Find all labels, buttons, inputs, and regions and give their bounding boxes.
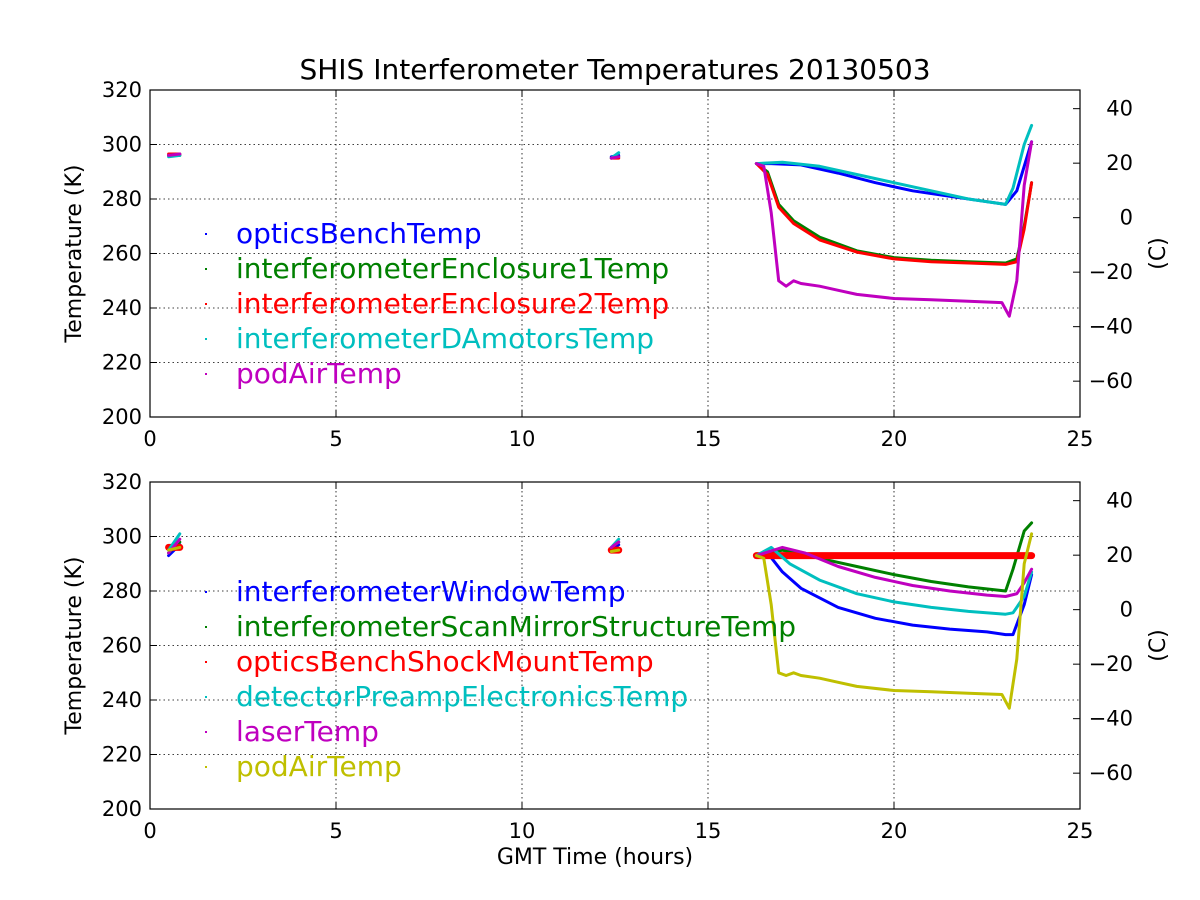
series-line	[754, 532, 1034, 710]
series-interferometerDAmotorsTemp	[167, 123, 1034, 206]
y2-tick-label: −60	[1089, 761, 1133, 785]
y2-tick-label: 20	[1106, 543, 1133, 567]
x-tick-label: 15	[695, 819, 722, 843]
x-tick-label: 20	[881, 819, 908, 843]
legend-marker	[205, 731, 207, 733]
legend-entry: podAirTemp	[236, 357, 402, 390]
series-line	[167, 545, 182, 552]
x-tick-label: 25	[1067, 427, 1094, 451]
legend-entry: detectorPreampElectronicsTemp	[236, 680, 688, 713]
y-tick-label: 220	[102, 351, 142, 375]
x-tick-label: 5	[329, 819, 342, 843]
y2-tick-label: 40	[1106, 97, 1133, 121]
y-tick-label: 240	[102, 296, 142, 320]
chart-title: SHIS Interferometer Temperatures 2013050…	[299, 53, 930, 86]
y2-tick-label: −60	[1089, 369, 1133, 393]
legend-marker	[205, 338, 207, 340]
legend-entry: opticsBenchShockMountTemp	[236, 645, 654, 678]
y2-tick-label: 20	[1106, 151, 1133, 175]
series-line	[167, 152, 182, 157]
y2-tick-label: −40	[1089, 315, 1133, 339]
series-podAirTemp	[167, 140, 1034, 318]
y-tick-label: 280	[102, 187, 142, 211]
y-tick-label: 260	[102, 242, 142, 266]
series-line	[609, 155, 621, 160]
legend-entry: interferometerWindowTemp	[236, 575, 626, 608]
y-axis-label: Temperature (K)	[62, 165, 87, 344]
y-tick-label: 260	[102, 634, 142, 658]
x-tick-label: 15	[695, 427, 722, 451]
plot-panel-1: 0 5 10 15 20 25200220240260280300320−60−40−20…	[62, 78, 1171, 451]
legend-marker	[205, 661, 207, 663]
series-line	[754, 140, 1034, 318]
x-tick-label: 25	[1067, 819, 1094, 843]
legend-marker	[205, 268, 207, 270]
plot-panel-2: 0 5 10 15 20 25200220240260280300320−60−40−20…	[62, 470, 1171, 870]
series-podAirTemp	[167, 532, 1034, 710]
legend: interferometerWindowTempinterferometerSc…	[205, 575, 796, 783]
series-line	[754, 545, 1034, 598]
legend-marker	[205, 626, 207, 628]
y-tick-label: 280	[102, 579, 142, 603]
y2-tick-label: 0	[1120, 598, 1133, 622]
x-tick-label: 0	[143, 819, 156, 843]
series-opticsBenchTemp	[167, 140, 1034, 206]
legend-marker	[205, 233, 207, 235]
legend-marker	[205, 373, 207, 375]
legend-entry: opticsBenchTemp	[236, 217, 482, 250]
legend-entry: podAirTemp	[236, 750, 402, 783]
legend-entry: laserTemp	[236, 715, 379, 748]
y-tick-label: 200	[102, 797, 142, 821]
series-line	[609, 548, 621, 553]
legend-marker	[205, 766, 207, 768]
series-line	[754, 551, 1034, 637]
y-tick-label: 200	[102, 405, 142, 429]
series-line	[754, 123, 1034, 206]
x-tick-label: 0	[143, 427, 156, 451]
y2-tick-label: −20	[1089, 652, 1133, 676]
y2-axis-label: (C)	[1146, 629, 1171, 662]
y2-tick-label: 0	[1120, 206, 1133, 230]
y2-axis-label: (C)	[1146, 237, 1171, 270]
y-tick-label: 320	[102, 470, 142, 494]
legend-entry: interferometerEnclosure1Temp	[236, 252, 669, 285]
y-tick-label: 300	[102, 133, 142, 157]
legend-entry: interferometerDAmotorsTemp	[236, 322, 654, 355]
x-tick-label: 20	[881, 427, 908, 451]
legend-entry: interferometerEnclosure2Temp	[236, 287, 669, 320]
y-tick-label: 320	[102, 78, 142, 102]
x-tick-label: 10	[509, 427, 536, 451]
legend-marker	[205, 303, 207, 305]
legend-marker	[205, 591, 207, 593]
y2-tick-label: 40	[1106, 489, 1133, 513]
series-line	[754, 162, 1034, 266]
series-opticsBenchShockMountTemp	[165, 543, 1036, 560]
y-axis-label: Temperature (K)	[62, 557, 87, 736]
y2-tick-label: −20	[1089, 260, 1133, 284]
legend-marker	[205, 696, 207, 698]
series-line	[609, 540, 621, 549]
series-line	[167, 532, 182, 552]
series-line	[754, 545, 1034, 616]
series-line	[754, 140, 1034, 206]
y2-tick-label: −40	[1089, 707, 1133, 731]
y-tick-label: 240	[102, 688, 142, 712]
x-tick-label: 5	[329, 427, 342, 451]
x-axis-label: GMT Time (hours)	[497, 845, 693, 870]
legend: opticsBenchTempinterferometerEnclosure1T…	[205, 217, 669, 390]
y-tick-label: 300	[102, 525, 142, 549]
legend-entry: interferometerScanMirrorStructureTemp	[236, 610, 796, 643]
y-tick-label: 220	[102, 743, 142, 767]
x-tick-label: 10	[509, 819, 536, 843]
